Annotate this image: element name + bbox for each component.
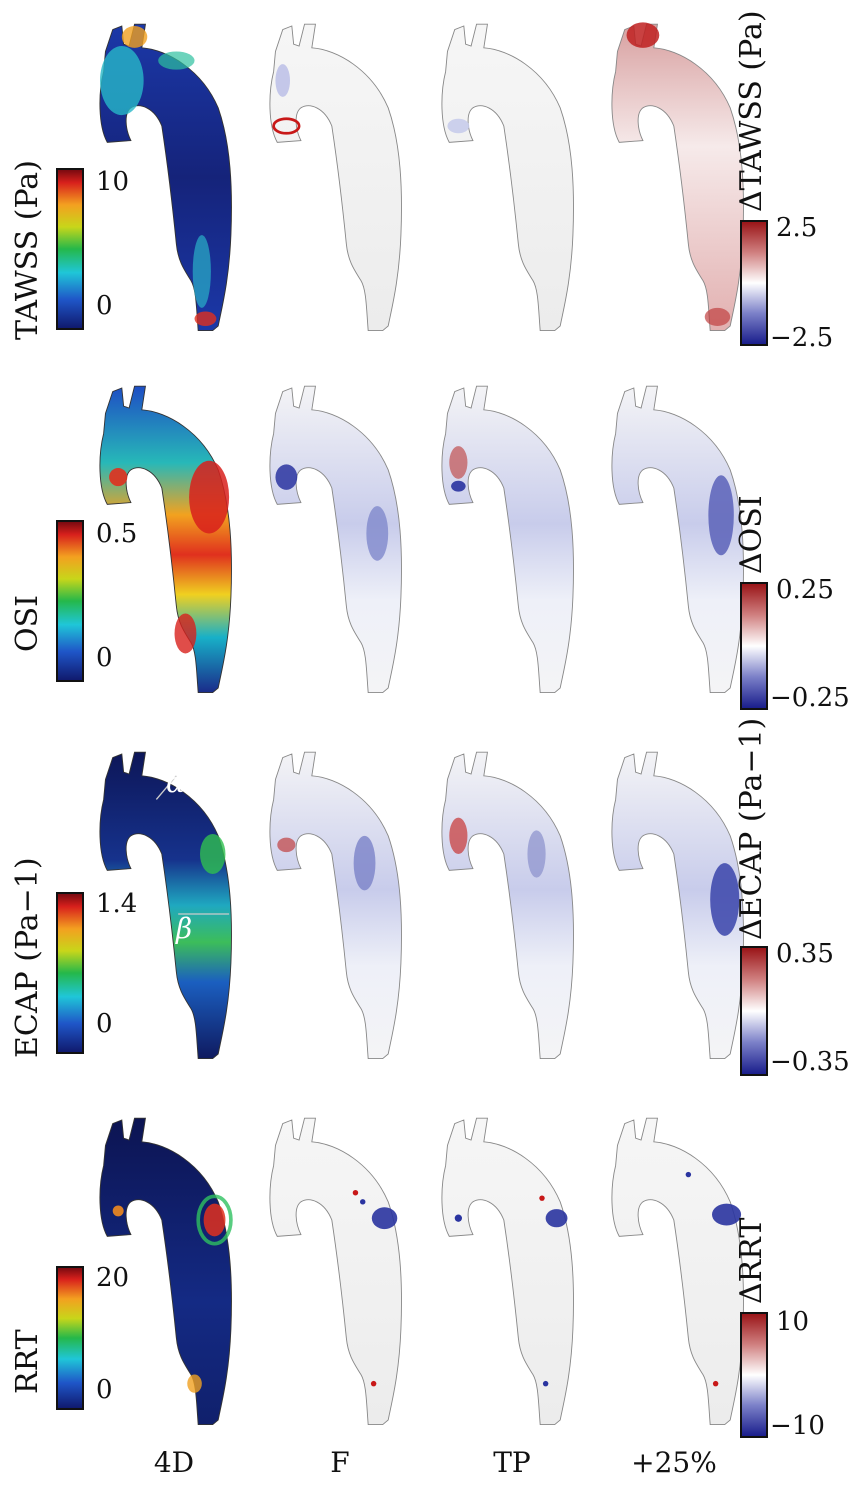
- aorta-tp-osi: [441, 385, 574, 693]
- colorbar-tawss: [56, 168, 84, 330]
- aorta-f-tawss: [269, 23, 402, 331]
- aorta-25-tawss: [611, 22, 744, 331]
- tick-delta-osi-max: 0.25: [776, 575, 834, 605]
- row-rrt: RRT 20 0: [0, 1094, 852, 1444]
- colorbar-rrt: [56, 1266, 84, 1410]
- tick-ecap-min: 0: [96, 1009, 113, 1039]
- tick-rrt-max: 20: [96, 1263, 130, 1293]
- tick-delta-rrt-min: −10: [770, 1411, 825, 1441]
- tick-ecap-max: 1.4: [96, 889, 138, 919]
- tick-delta-osi-min: −0.25: [770, 683, 850, 713]
- tick-delta-tawss-max: 2.5: [776, 213, 818, 243]
- aorta-25-ecap: [611, 751, 744, 1059]
- column-label-25: +25%: [631, 1446, 717, 1479]
- tick-delta-tawss-min: −2.5: [770, 323, 834, 353]
- colorbar-osi: [56, 520, 84, 682]
- tick-delta-ecap-max: 0.35: [776, 939, 834, 969]
- tick-osi-max: 0.5: [96, 519, 138, 549]
- colorbar-delta-tawss: [740, 220, 768, 346]
- row-ecap: ECAP (Pa−1) 1.4 0 α β ΔECAP (Pa−1) 0.35: [0, 718, 852, 1078]
- aorta-4d-ecap: [99, 751, 232, 1059]
- aorta-tp-ecap: [441, 751, 574, 1059]
- column-label-f: F: [330, 1446, 350, 1479]
- colorbar-delta-osi: [740, 582, 768, 710]
- aorta-25-osi: [611, 385, 744, 693]
- marker-beta: β: [176, 912, 193, 945]
- colorbar-delta-rrt: [740, 1312, 768, 1438]
- tick-rrt-min: 0: [96, 1375, 113, 1405]
- colorbar-ecap: [56, 892, 84, 1054]
- delta-label-rrt: ΔRRT: [734, 1217, 769, 1304]
- row-osi: OSI 0.5 0 ΔOSI 0.25 −0.25: [0, 362, 852, 712]
- delta-label-ecap: ΔECAP (Pa−1): [734, 717, 769, 940]
- aorta-25-rrt: [611, 1117, 744, 1425]
- aorta-f-osi: [269, 385, 402, 693]
- tick-delta-rrt-max: 10: [776, 1307, 810, 1337]
- aorta-tp-rrt: [441, 1117, 574, 1425]
- tick-tawss-min: 0: [96, 291, 113, 321]
- row-tawss: TAWSS (Pa) 10 0 ΔTAWSS (Pa) 2.5: [0, 0, 852, 353]
- column-label-tp: TP: [493, 1446, 531, 1479]
- column-label-4d: 4D: [153, 1446, 195, 1479]
- aorta-4d-tawss: [99, 23, 232, 331]
- delta-label-osi: ΔOSI: [734, 495, 769, 574]
- marker-alpha: α: [166, 766, 185, 799]
- delta-label-tawss: ΔTAWSS (Pa): [734, 10, 769, 212]
- aorta-f-rrt: [269, 1117, 402, 1425]
- aorta-tp-tawss: [441, 23, 574, 331]
- aorta-f-ecap: [269, 751, 402, 1059]
- aorta-4d-rrt: [99, 1117, 233, 1425]
- tick-osi-min: 0: [96, 643, 113, 673]
- tick-delta-ecap-min: −0.35: [770, 1047, 850, 1077]
- colorbar-delta-ecap: [740, 946, 768, 1076]
- aorta-4d-osi: [99, 385, 232, 693]
- tick-tawss-max: 10: [96, 167, 130, 197]
